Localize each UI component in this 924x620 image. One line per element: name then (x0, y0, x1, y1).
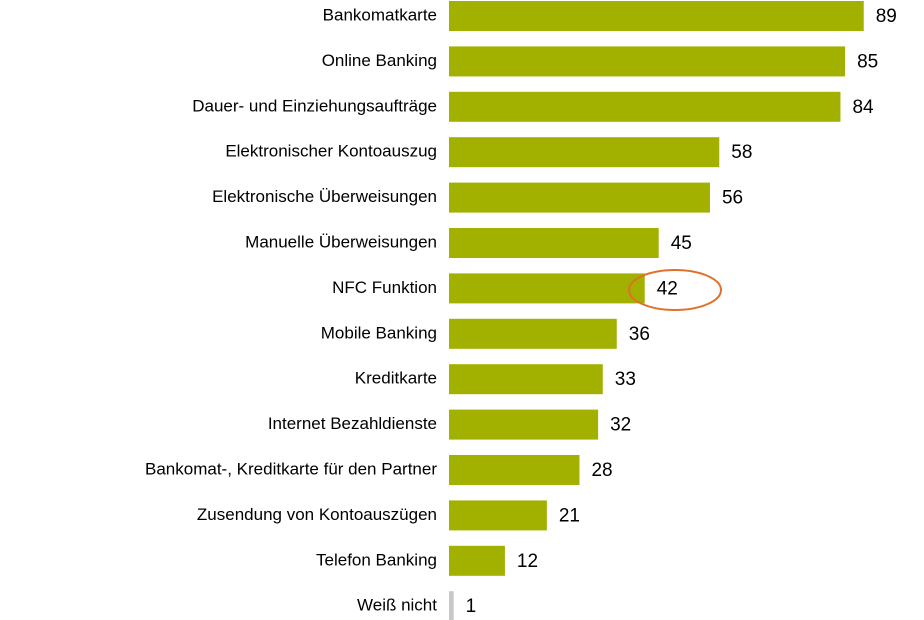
value-label: 33 (615, 369, 636, 390)
bar (449, 1, 864, 31)
value-label: 42 (657, 278, 678, 299)
bar (449, 91, 841, 122)
category-label: Mobile Banking (321, 323, 437, 342)
value-label: 1 (466, 596, 477, 617)
bar (449, 182, 710, 213)
bar (449, 137, 720, 168)
bar (449, 455, 580, 485)
category-label: Elektronischer Kontoauszug (225, 142, 437, 161)
bar (449, 591, 454, 620)
value-label: 56 (722, 188, 743, 209)
bar (449, 364, 603, 395)
value-label: 12 (517, 551, 538, 572)
value-label: 32 (610, 415, 631, 436)
category-label: Manuelle Überweisungen (245, 232, 437, 251)
category-label: Telefon Banking (316, 550, 437, 569)
category-label: NFC Funktion (332, 278, 437, 297)
bar (449, 228, 659, 258)
value-label: 89 (876, 6, 897, 27)
value-label: 45 (671, 233, 692, 254)
category-label: Weiß nicht (357, 596, 437, 615)
category-label: Zusendung von Kontoauszügen (197, 505, 437, 524)
value-label: 58 (731, 142, 752, 163)
value-label: 21 (559, 505, 580, 526)
bar (449, 409, 599, 440)
bar (449, 273, 645, 304)
highlight-circle (628, 269, 722, 311)
category-label: Dauer- und Einziehungsaufträge (192, 96, 437, 115)
value-label: 84 (852, 97, 874, 118)
bar (449, 46, 846, 77)
value-label: 85 (857, 51, 878, 72)
value-label: 36 (629, 324, 650, 345)
category-label: Bankomat-, Kreditkarte für den Partner (145, 459, 437, 478)
category-label: Bankomatkarte (323, 5, 437, 24)
category-label: Elektronische Überweisungen (212, 187, 437, 206)
category-label: Internet Bezahldienste (268, 414, 437, 433)
bar (449, 318, 617, 349)
category-label: Kreditkarte (355, 369, 437, 388)
category-label: Online Banking (322, 51, 437, 70)
value-label: 28 (591, 460, 612, 481)
bar (449, 500, 547, 531)
bar (449, 545, 505, 576)
